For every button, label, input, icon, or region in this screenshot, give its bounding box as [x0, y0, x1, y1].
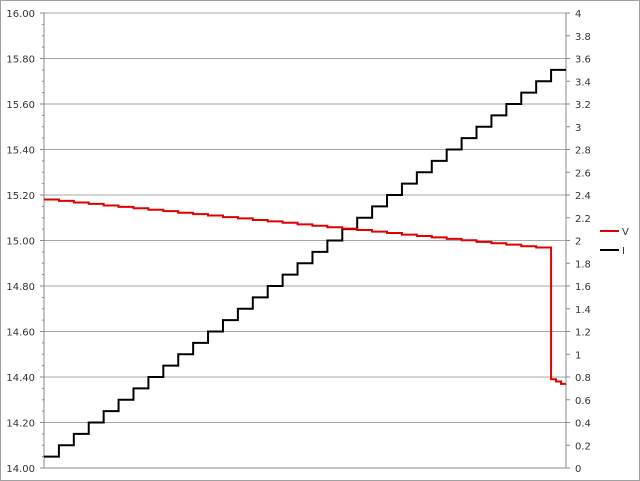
right-tick-label: 0.2 — [575, 441, 591, 452]
right-tick-label: 1.6 — [575, 282, 591, 293]
left-tick-label: 14.00 — [6, 464, 35, 475]
left-tick-label: 15.00 — [6, 237, 35, 248]
right-tick-label: 3.8 — [575, 32, 591, 43]
right-tick-label: 4 — [575, 9, 581, 20]
left-tick-label: 16.00 — [6, 9, 35, 20]
right-tick-label: 2.8 — [575, 146, 591, 157]
right-tick-label: 3.6 — [575, 55, 591, 66]
legend-label-V: V — [622, 227, 629, 238]
right-tick-label: 2.6 — [575, 168, 591, 179]
left-tick-label: 14.80 — [6, 282, 35, 293]
right-tick-label: 2 — [575, 237, 581, 248]
right-tick-label: 3 — [575, 123, 581, 134]
right-tick-label: 1.2 — [575, 328, 591, 339]
right-tick-label: 2.2 — [575, 214, 591, 225]
right-tick-label: 2.4 — [575, 191, 591, 202]
right-tick-label: 1.4 — [575, 305, 591, 316]
left-tick-label: 15.80 — [6, 55, 35, 66]
right-tick-label: 0.8 — [575, 373, 591, 384]
left-tick-label: 14.60 — [6, 328, 35, 339]
right-tick-label: 1.8 — [575, 259, 591, 270]
legend-label-I: I — [622, 246, 625, 257]
series-I-line — [44, 68, 566, 458]
right-tick-label: 1 — [575, 350, 581, 361]
left-tick-label: 15.60 — [6, 100, 35, 111]
left-tick-label: 15.20 — [6, 191, 35, 202]
left-tick-label: 14.20 — [6, 419, 35, 430]
right-tick-label: 0.6 — [575, 396, 591, 407]
right-tick-label: 3.4 — [575, 77, 591, 88]
left-tick-label: 14.40 — [6, 373, 35, 384]
left-tick-label: 15.40 — [6, 146, 35, 157]
right-tick-label: 3.2 — [575, 100, 591, 111]
right-tick-label: 0 — [575, 464, 581, 475]
series-V-line — [44, 198, 566, 385]
right-tick-label: 0.4 — [575, 419, 591, 430]
